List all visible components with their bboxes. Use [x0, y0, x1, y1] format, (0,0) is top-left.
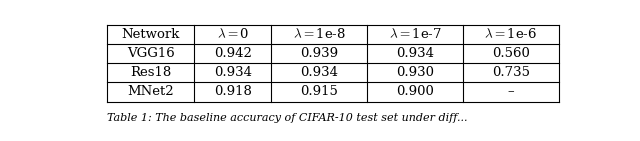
Text: Res18: Res18 [130, 66, 172, 79]
Text: 0.930: 0.930 [396, 66, 434, 79]
Text: 0.934: 0.934 [300, 66, 339, 79]
Text: 0.900: 0.900 [396, 85, 434, 98]
Text: 0.560: 0.560 [492, 47, 530, 60]
Text: 0.735: 0.735 [492, 66, 530, 79]
Text: 0.934: 0.934 [214, 66, 252, 79]
Text: 0.939: 0.939 [300, 47, 339, 60]
Text: $\lambda = $1e-6: $\lambda = $1e-6 [484, 27, 537, 41]
Text: $\lambda = $0: $\lambda = $0 [216, 27, 249, 41]
Text: –: – [508, 85, 514, 98]
Text: 0.934: 0.934 [396, 47, 434, 60]
Text: 0.918: 0.918 [214, 85, 252, 98]
Text: Network: Network [122, 28, 180, 41]
Text: $\lambda = $1e-8: $\lambda = $1e-8 [293, 27, 346, 41]
Text: $\lambda = $1e-7: $\lambda = $1e-7 [388, 27, 442, 41]
Text: 0.915: 0.915 [300, 85, 338, 98]
Text: Table 1: The baseline accuracy of CIFAR-10 test set under diff...: Table 1: The baseline accuracy of CIFAR-… [108, 113, 468, 123]
Text: VGG16: VGG16 [127, 47, 175, 60]
Text: MNet2: MNet2 [127, 85, 174, 98]
Text: 0.942: 0.942 [214, 47, 252, 60]
